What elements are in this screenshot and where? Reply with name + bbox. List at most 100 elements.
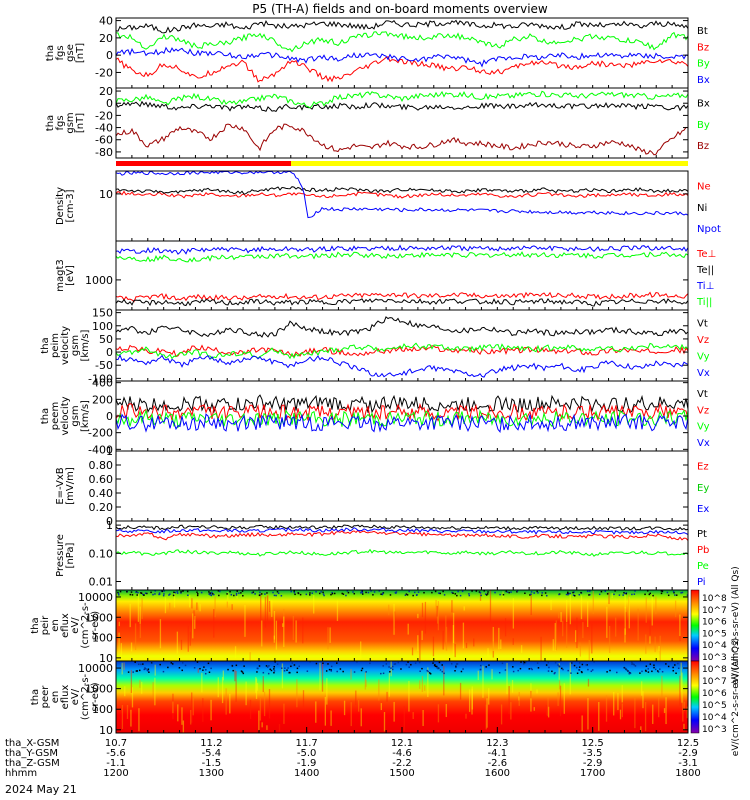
x-tick-label: 1700 <box>580 768 605 779</box>
spectrogram-noise <box>600 590 603 593</box>
y-axis-label: tha <box>30 689 41 705</box>
spectrogram-streak <box>530 594 532 616</box>
spectrogram-noise <box>293 664 296 666</box>
series-Vz <box>115 344 689 358</box>
spectrogram-noise <box>483 590 486 592</box>
spectrogram-streak <box>152 682 154 698</box>
spectrogram-streak <box>533 707 535 711</box>
colorbar-tick: 10^4 <box>702 713 727 723</box>
spectrogram-streak <box>485 704 487 730</box>
series-Pe <box>115 548 689 557</box>
spectrogram-streak <box>520 645 523 653</box>
spectrogram-noise <box>126 590 128 593</box>
spectrogram-noise <box>200 591 203 594</box>
spectrogram-noise <box>408 590 410 593</box>
spectrogram-noise <box>653 666 655 669</box>
x-tick-label: 1500 <box>389 768 414 779</box>
spectrogram-noise <box>432 662 434 664</box>
spectrogram-streak <box>582 622 584 639</box>
spectrogram-noise <box>441 670 444 673</box>
spectrogram-streak <box>283 703 285 724</box>
spectrogram-streak <box>380 703 382 711</box>
x-axis-labels: tha_X-GSMtha_Y-GSMtha_Z-GSMhhmm10.7-5.6-… <box>5 85 701 779</box>
spectrogram-noise <box>672 590 675 593</box>
spectrogram-noise <box>570 672 572 674</box>
spectrogram-streak <box>624 592 626 609</box>
spectrogram-noise <box>628 672 631 675</box>
spectrogram-noise <box>180 592 182 594</box>
spectrogram-noise <box>537 667 540 669</box>
spectrogram-streak <box>645 597 647 623</box>
spectrogram-noise <box>252 591 255 593</box>
spectrogram-noise <box>675 672 677 675</box>
spectrogram-streak <box>424 601 427 634</box>
spectrogram-streak <box>559 685 562 717</box>
y-tick-label: -100 <box>88 372 113 385</box>
spectrogram-streak <box>388 673 391 697</box>
spectrogram-streak <box>326 678 328 705</box>
spectrogram-noise <box>547 670 550 672</box>
spectrogram-noise <box>523 661 525 663</box>
spectrogram-noise <box>229 590 231 593</box>
series-Te⊥ <box>115 291 689 303</box>
spectrogram-noise <box>131 594 134 596</box>
spectrogram-streak <box>201 672 203 693</box>
spectrogram-streak <box>129 603 131 628</box>
spectrogram-noise <box>162 670 165 673</box>
spectrogram-noise <box>274 661 276 663</box>
spectrogram-streak <box>492 626 494 652</box>
spectrogram-noise <box>196 591 198 593</box>
spectrogram-noise <box>336 670 338 673</box>
spectrogram-streak <box>330 710 332 726</box>
spectrogram-noise <box>408 666 410 668</box>
legend-entry: Vt <box>697 389 708 400</box>
spectrogram-noise <box>176 592 179 594</box>
spectrogram-noise <box>296 667 299 670</box>
spectrogram-noise <box>260 593 263 595</box>
spectrogram-streak <box>327 627 329 650</box>
spectrogram-noise <box>443 594 446 596</box>
spectrogram-noise <box>138 669 141 672</box>
spectrogram-noise <box>644 593 646 596</box>
spectrogram-noise <box>148 671 150 673</box>
spectrogram-streak <box>674 600 677 618</box>
spectrogram-streak <box>473 638 475 647</box>
spectrogram-noise <box>443 672 445 675</box>
spectrogram-noise <box>256 671 258 673</box>
spectrogram-noise <box>209 593 211 596</box>
spectrogram-streak <box>417 613 419 619</box>
spectrogram-streak <box>278 724 281 732</box>
spectrogram-streak <box>683 723 685 731</box>
colorbar-tick: 10^7 <box>702 677 727 687</box>
spectrogram-noise <box>462 668 464 670</box>
series-Vx <box>115 413 689 433</box>
spectrogram-streak <box>169 602 171 610</box>
spectrogram-noise <box>322 662 324 664</box>
spectrogram-streak <box>471 686 473 710</box>
spectrogram-streak <box>321 662 324 692</box>
spectrogram-streak <box>488 688 490 705</box>
spectrogram-noise <box>589 593 591 596</box>
y-tick-label: 1000 <box>85 683 113 696</box>
spectrogram-noise <box>283 670 286 672</box>
spectrogram-noise <box>677 662 679 665</box>
y-axis-label: en <box>50 691 61 704</box>
spectrogram-noise <box>315 662 318 665</box>
x-tick-label: 12.5 <box>582 738 604 749</box>
spectrogram-noise <box>210 667 212 670</box>
spectrogram-noise <box>117 591 119 594</box>
spectrogram-noise <box>273 670 276 672</box>
spectrogram-noise <box>218 594 220 597</box>
spectrogram-noise <box>159 663 161 666</box>
spectrogram-noise <box>613 593 615 596</box>
spectrogram-noise <box>293 591 296 594</box>
spectrogram-streak <box>500 639 502 650</box>
spectrogram-streak <box>386 691 388 702</box>
spectrogram-noise <box>158 593 161 596</box>
y-tick-label: 100 <box>92 632 113 645</box>
spectrogram-streak <box>138 708 140 732</box>
spectrogram-streak <box>554 623 556 651</box>
spectrogram-streak <box>393 603 395 635</box>
spectrogram-streak <box>586 601 589 628</box>
spectrogram-noise <box>634 590 636 592</box>
